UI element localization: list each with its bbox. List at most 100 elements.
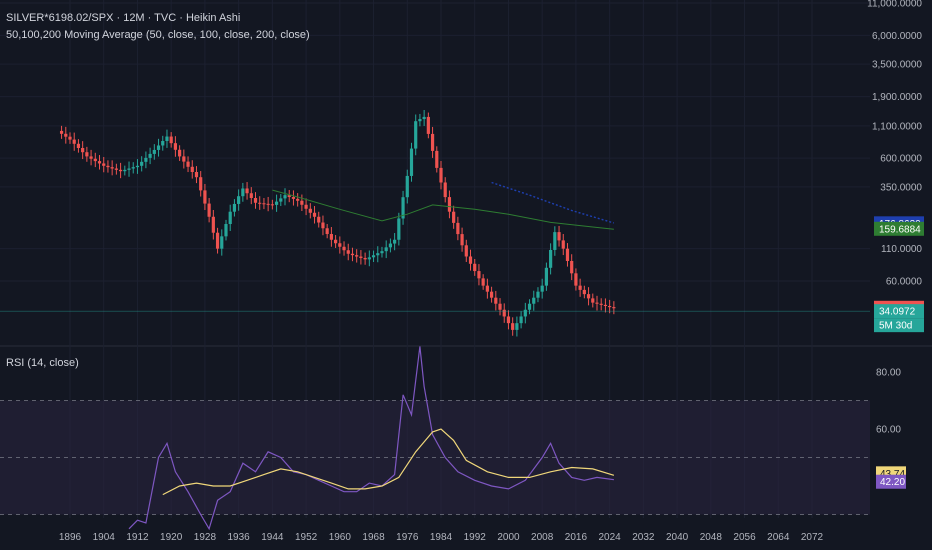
candle-body bbox=[544, 267, 548, 286]
candle-body bbox=[169, 136, 173, 144]
price-tick-label: 110.0000 bbox=[881, 244, 922, 255]
candle-body bbox=[376, 253, 380, 256]
candle-body bbox=[346, 250, 350, 254]
candle-body bbox=[481, 278, 485, 286]
price-label-box bbox=[874, 318, 924, 333]
rsi-ma-line bbox=[162, 428, 615, 496]
candle-body bbox=[325, 228, 329, 235]
candle-body bbox=[329, 234, 333, 240]
price-tick-label: 1,100.0000 bbox=[872, 121, 922, 132]
candle-body bbox=[599, 303, 603, 305]
candle-body bbox=[296, 198, 300, 201]
ma-indicator-label: 50,100,200 Moving Average (50, close, 10… bbox=[6, 29, 310, 41]
candle-body bbox=[586, 294, 591, 299]
candle-body bbox=[228, 211, 232, 225]
candle-body bbox=[498, 303, 502, 310]
candle-body bbox=[405, 175, 409, 198]
symbol-header: SILVER*6198.02/SPX · 12M · TVC · Heikin … bbox=[6, 12, 241, 24]
candle-body bbox=[97, 161, 102, 164]
candle-body bbox=[603, 304, 608, 307]
price-tick-label: 1,900.0000 bbox=[872, 92, 922, 103]
x-tick-label: 2040 bbox=[666, 532, 689, 543]
candle-body bbox=[334, 239, 338, 244]
price-tick-label: 60.0000 bbox=[886, 277, 923, 288]
candle-body bbox=[435, 150, 439, 168]
candle-body bbox=[447, 197, 452, 212]
x-tick-label: 1904 bbox=[93, 532, 116, 543]
candle-body bbox=[460, 234, 464, 246]
candle-body bbox=[274, 201, 279, 205]
x-tick-label: 2016 bbox=[565, 532, 588, 543]
candle-body bbox=[215, 232, 220, 249]
candle-body bbox=[595, 302, 599, 304]
candle-body bbox=[194, 172, 199, 178]
price-tick-label: 3,500.0000 bbox=[872, 60, 922, 71]
candle-body bbox=[72, 139, 76, 144]
candle-body bbox=[89, 156, 93, 159]
candle-body bbox=[203, 190, 207, 204]
candle-body bbox=[409, 148, 414, 176]
rsi-value-text: 42.20 bbox=[880, 477, 905, 488]
x-tick-label: 1936 bbox=[228, 532, 251, 543]
candle-series bbox=[0, 109, 870, 337]
candle-body bbox=[182, 156, 186, 162]
x-tick-label: 1960 bbox=[329, 532, 352, 543]
candle-body bbox=[161, 141, 165, 146]
candle-body bbox=[527, 303, 532, 310]
moving-averages bbox=[272, 181, 615, 230]
candle-body bbox=[68, 136, 72, 140]
candle-body bbox=[532, 297, 536, 304]
x-tick-label: 1952 bbox=[295, 532, 318, 543]
candle-body bbox=[355, 255, 359, 257]
candle-body bbox=[570, 260, 574, 274]
x-tick-label: 1944 bbox=[261, 532, 284, 543]
candle-body bbox=[456, 222, 460, 235]
price-label-text: 34.0972 bbox=[879, 307, 916, 318]
candle-body bbox=[245, 188, 249, 194]
candle-body bbox=[439, 167, 443, 183]
price-label: 34.0972 bbox=[874, 304, 924, 319]
candle-body bbox=[317, 216, 321, 223]
candle-body bbox=[253, 198, 258, 203]
candle-body bbox=[304, 204, 308, 209]
candle-body bbox=[152, 149, 156, 154]
x-tick-label: 2064 bbox=[767, 532, 790, 543]
candle-body bbox=[279, 198, 283, 202]
candle-body bbox=[608, 306, 612, 308]
price-label-text: 5M 30d bbox=[879, 321, 912, 332]
x-tick-label: 1928 bbox=[194, 532, 217, 543]
rsi-line bbox=[128, 346, 614, 531]
rsi-tick-label: 80.00 bbox=[876, 368, 901, 379]
candle-body bbox=[237, 196, 241, 204]
candle-body bbox=[359, 256, 363, 258]
candle-body bbox=[342, 246, 346, 251]
x-tick-label: 1976 bbox=[396, 532, 419, 543]
candle-body bbox=[363, 257, 367, 260]
candle-body bbox=[241, 188, 245, 197]
candle-body bbox=[270, 204, 274, 206]
x-tick-label: 2072 bbox=[801, 532, 824, 543]
candle-body bbox=[397, 218, 401, 240]
candle-body bbox=[93, 158, 97, 162]
candle-body bbox=[262, 203, 266, 205]
candle-body bbox=[511, 323, 515, 330]
candle-body bbox=[553, 232, 557, 250]
candle-body bbox=[102, 163, 106, 166]
price-tick-label: 600.0000 bbox=[880, 154, 922, 165]
candle-body bbox=[549, 249, 553, 268]
candle-body bbox=[59, 130, 64, 134]
x-tick-label: 1920 bbox=[160, 532, 183, 543]
x-tick-label: 1984 bbox=[430, 532, 453, 543]
candle-body bbox=[135, 165, 140, 168]
candle-body bbox=[443, 182, 447, 198]
candle-body bbox=[211, 216, 215, 233]
candle-body bbox=[350, 253, 355, 256]
price-label: 5M 30d bbox=[874, 318, 924, 333]
candle-body bbox=[118, 169, 123, 172]
candle-body bbox=[494, 297, 498, 304]
candle-body bbox=[426, 116, 430, 134]
candle-body bbox=[523, 309, 527, 317]
candle-body bbox=[321, 222, 325, 229]
candle-body bbox=[536, 291, 540, 298]
